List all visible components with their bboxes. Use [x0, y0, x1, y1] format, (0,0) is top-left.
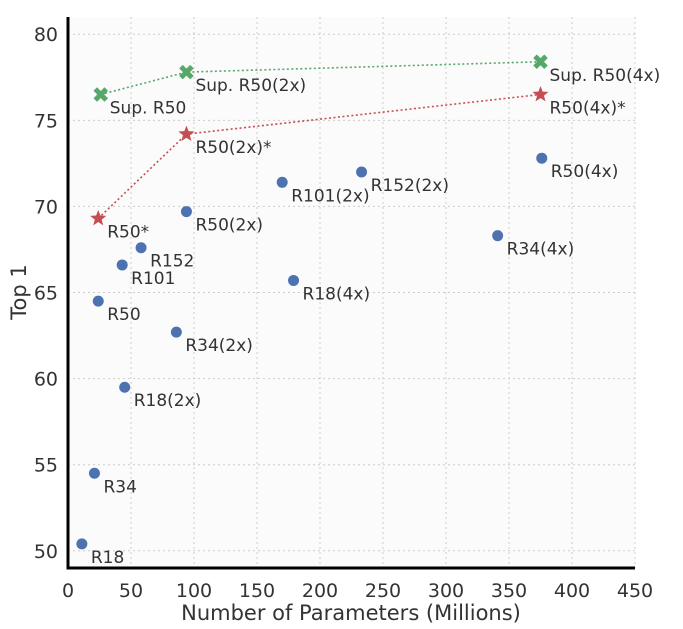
- baseline-point: [76, 538, 88, 550]
- point-label: R101: [131, 269, 175, 289]
- point-label: R50(2x)*: [195, 138, 271, 158]
- simclr-star-point: [90, 209, 107, 226]
- grid: [68, 17, 636, 568]
- point-label: R101(2x): [291, 186, 369, 206]
- baseline-point: [288, 274, 300, 286]
- supervised-series-line: [100, 60, 541, 96]
- y-tick-label: 80: [34, 24, 58, 46]
- x-tick-label: 300: [428, 580, 464, 602]
- x-tick-label: 400: [554, 580, 590, 602]
- baseline-point: [88, 467, 100, 479]
- baseline-point: [492, 230, 504, 242]
- simclr-star-point: [178, 125, 195, 141]
- y-tick-label: 50: [34, 541, 58, 563]
- x-tick-labels: 0 50 100 150 200 250 300 350 400 450: [62, 580, 653, 602]
- x-tick-label: 350: [491, 580, 527, 602]
- y-tick-labels: 50 55 60 65 70 75 80: [34, 24, 58, 563]
- plot-background: [68, 17, 635, 568]
- point-label: R50(4x)*: [550, 98, 626, 118]
- baseline-point: [135, 242, 147, 254]
- point-label: Sup. R50: [110, 98, 187, 118]
- y-axis-title: Top 1: [7, 264, 31, 320]
- data-points: [76, 54, 549, 550]
- baseline-point: [170, 326, 182, 338]
- point-label: R34: [103, 477, 136, 497]
- point-label: R50: [107, 305, 140, 325]
- point-label: R152: [150, 252, 194, 272]
- y-tick-label: 65: [34, 283, 58, 305]
- baseline-point: [356, 166, 368, 178]
- point-label: R50(2x): [195, 216, 263, 236]
- point-label: Sup. R50(4x): [550, 66, 661, 86]
- point-label: Sup. R50(2x): [195, 76, 306, 96]
- point-label: R50(4x): [551, 162, 619, 182]
- point-label: R34(2x): [185, 336, 253, 356]
- baseline-point: [116, 259, 128, 271]
- point-label: R18(4x): [303, 284, 371, 304]
- supervised-x-point: [93, 87, 109, 102]
- supervised-x-point: [533, 54, 548, 70]
- baseline-point: [119, 381, 131, 393]
- x-tick-label: 0: [62, 580, 74, 602]
- baseline-point: [92, 295, 104, 307]
- y-tick-label: 75: [34, 110, 58, 132]
- x-tick-label: 250: [365, 580, 401, 602]
- x-tick-label: 100: [176, 580, 212, 602]
- point-label: R50*: [107, 222, 149, 242]
- baseline-point: [276, 176, 288, 188]
- x-tick-label: 450: [617, 580, 653, 602]
- simclr-star-point: [532, 85, 549, 102]
- point-label: R34(4x): [507, 240, 575, 260]
- y-tick-label: 60: [34, 369, 58, 391]
- baseline-point: [180, 206, 192, 218]
- x-axis-title: Number of Parameters (Millions): [181, 601, 521, 625]
- baseline-point: [536, 152, 548, 164]
- x-tick-label: 50: [119, 580, 143, 602]
- y-tick-label: 55: [34, 455, 58, 477]
- point-label: R152(2x): [371, 176, 449, 196]
- x-tick-label: 200: [302, 580, 338, 602]
- y-tick-label: 70: [34, 196, 58, 218]
- point-label: R18(2x): [134, 391, 202, 411]
- x-tick-label: 150: [239, 580, 275, 602]
- point-label: R18: [91, 548, 124, 568]
- supervised-x-point: [179, 64, 194, 80]
